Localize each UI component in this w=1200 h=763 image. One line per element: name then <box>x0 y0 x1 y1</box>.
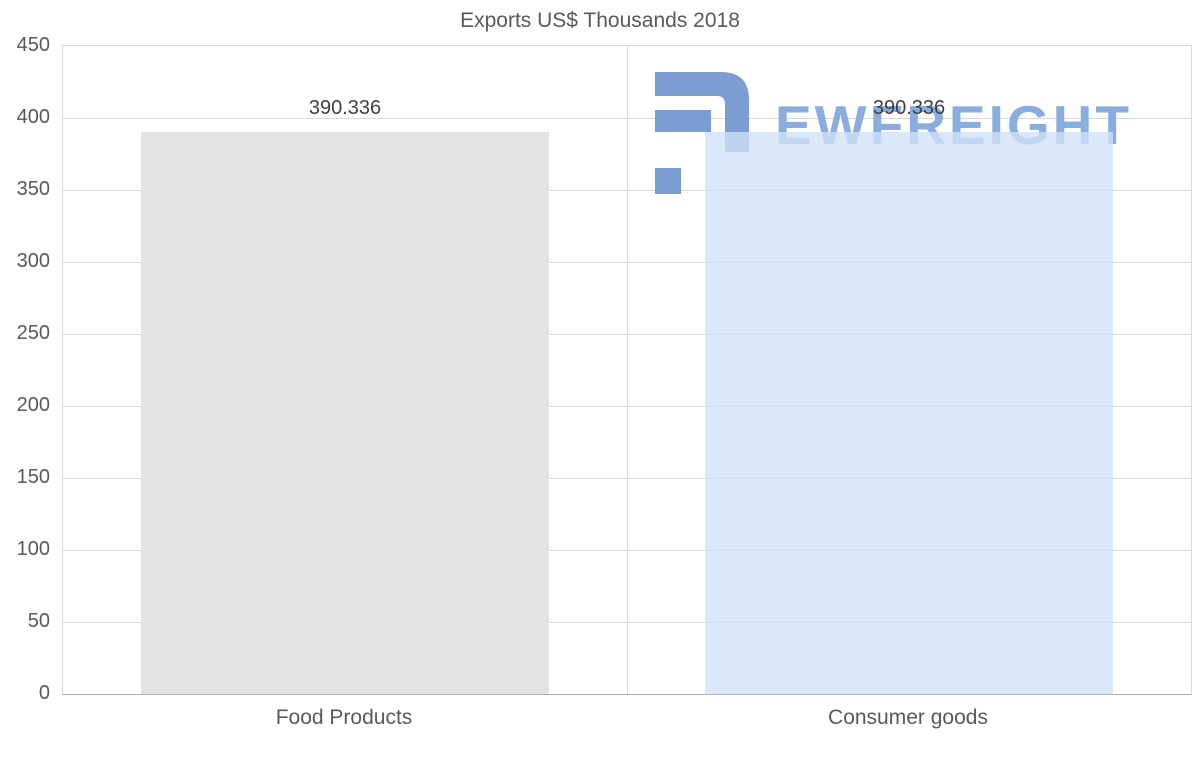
y-axis-tick-label: 350 <box>16 178 50 200</box>
y-axis-tick-label: 200 <box>16 394 50 416</box>
bar-food-products <box>141 131 549 694</box>
bar-value-label: 390.336 <box>872 96 946 119</box>
y-axis-tick-label: 50 <box>27 610 50 632</box>
x-category-label: Consumer goods <box>828 706 988 729</box>
category-divider-gridline <box>627 46 628 694</box>
x-category-label: Food Products <box>275 706 413 729</box>
bar-value-label: 390.336 <box>308 96 382 119</box>
y-axis-tick-label: 450 <box>16 34 50 56</box>
plot-area: EWFREIGHT 390.336 390.336 <box>62 45 1192 695</box>
y-axis-tick-label: 300 <box>16 250 50 272</box>
y-axis-tick-label: 0 <box>38 682 50 704</box>
bar-consumer-goods <box>705 131 1113 694</box>
y-axis-tick-label: 250 <box>16 322 50 344</box>
y-axis-tick-label: 400 <box>16 106 50 128</box>
y-axis-tick-label: 100 <box>16 538 50 560</box>
y-axis-tick-label: 150 <box>16 466 50 488</box>
chart-title: Exports US$ Thousands 2018 <box>460 9 740 32</box>
